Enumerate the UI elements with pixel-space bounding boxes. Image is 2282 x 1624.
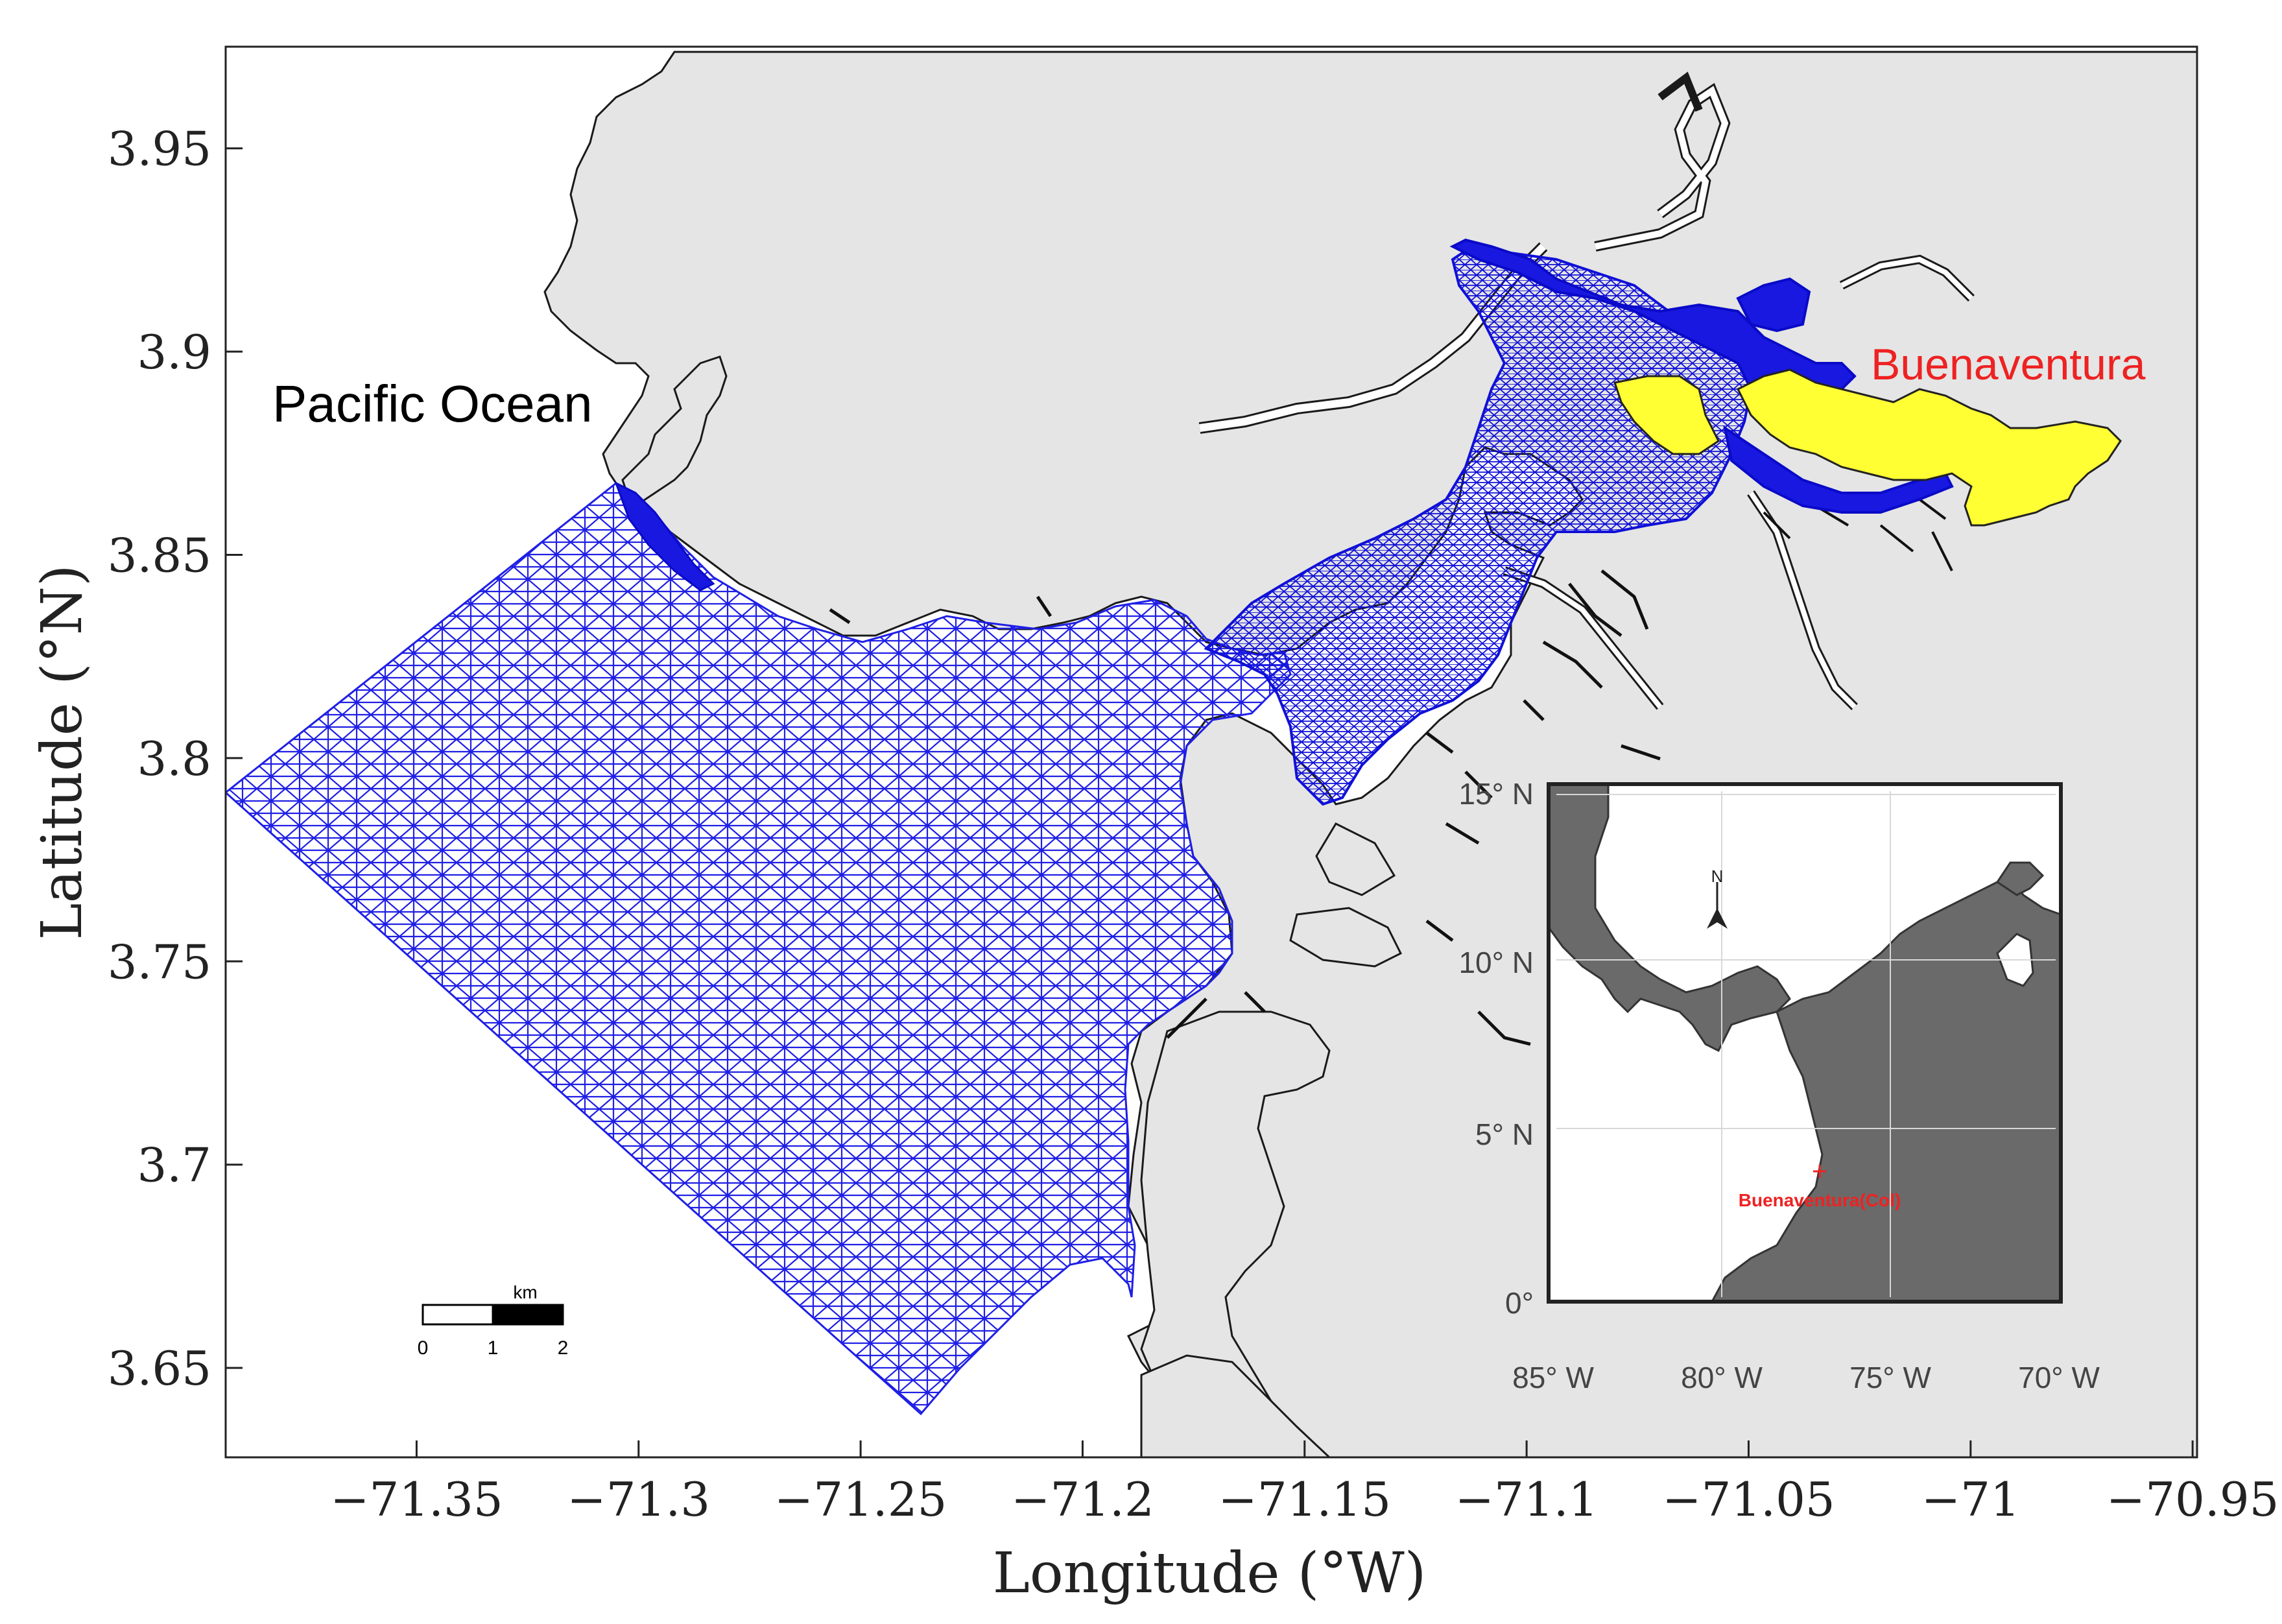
x-tick-label: −71.05 [1662,1472,1835,1527]
inset-grid [1556,791,2056,1297]
x-tick-label: −71 [1921,1472,2020,1527]
x-axis-ticks: −71.35 −71.3 −71.25 −71.2 −71.15 −71.1 −71.05 −… [330,1440,2279,1527]
inset-ticks: 85° W 80° W 75° W 70° W 15° N 10° N 5° N 0° [1458,777,2100,1394]
inset-y-tick-label: 5° N [1475,1117,1534,1151]
river-channel [1840,256,1973,300]
inset-land [1995,861,2045,896]
x-tick-label: −71.1 [1455,1472,1599,1527]
x-tick-label: −71.2 [1011,1472,1154,1527]
river-channel [1658,71,1703,112]
y-tick-label: 3.8 [137,732,211,786]
inset-land [1549,784,1791,1053]
mesh-inner-bay [1736,277,1811,333]
scale-bar-white-segment [422,1304,494,1326]
y-tick-label: 3.7 [137,1138,211,1193]
x-tick-label: −71.3 [567,1472,710,1527]
island [1315,822,1396,896]
y-tick-label: 3.95 [108,122,211,176]
mesh-inner-bay [1723,425,1954,514]
scale-bar: km 0 1 2 [418,1282,569,1359]
city-label: Buenaventura [1871,340,2146,389]
mangrove-lines [1763,498,1953,571]
scale-bar-tick-1: 1 [488,1337,499,1359]
inset-y-tick-label: 0° [1505,1286,1534,1320]
location-marker [1813,1165,1826,1178]
y-tick-label: 3.85 [108,529,211,583]
river-channel [1595,86,1729,250]
scale-bar-unit: km [513,1282,537,1302]
y-tick-label: 3.65 [108,1341,211,1396]
scale-bar-tick-2: 2 [558,1337,569,1359]
x-tick-label: −71.15 [1218,1472,1391,1527]
x-tick-label: −71.25 [774,1472,947,1527]
scale-bar-black-segment [492,1304,564,1326]
inset-x-tick-label: 85° W [1512,1361,1594,1394]
inset-x-tick-label: 70° W [2018,1361,2100,1394]
inset-x-tick-label: 80° W [1681,1361,1763,1394]
y-axis-ticks: 3.95 3.9 3.85 3.8 3.75 3.7 3.65 [108,122,243,1396]
city-area [1613,375,1720,455]
north-arrow-icon: N [1707,866,1728,929]
mesh-offshore [226,482,1292,1416]
inset-location-label: Buenaventura(Col) [1739,1190,1901,1210]
river-channel [1503,568,1663,709]
mesh-coastal-strip [614,481,715,591]
island [1289,907,1403,968]
x-tick-label: −71.35 [330,1472,503,1527]
inset-y-tick-label: 10° N [1458,946,1534,979]
plot-frame [224,45,2198,1459]
y-tick-label: 3.9 [137,325,211,379]
inset-x-tick-label: 75° W [1849,1361,1931,1394]
north-label: N [1711,866,1724,886]
city-area [1736,368,2122,527]
x-axis-label: Longitude (°W) [993,1541,1427,1606]
island [1140,1354,1331,1457]
inset-frame [1547,782,2063,1304]
land-south [1140,1010,1331,1457]
inset-y-tick-label: 15° N [1458,777,1534,811]
y-tick-label: 3.75 [108,935,211,989]
inset-map: N Buenaventura(Col) 85° W 80° W 75° W 70° W… [1458,777,2100,1394]
scale-bar-tick-0: 0 [418,1337,429,1359]
river-channel [1748,491,1857,709]
y-axis-label: Latitude (°N) [30,564,95,940]
x-tick-label: −70.95 [2106,1472,2279,1527]
mesh-inner-bay [1449,238,1857,398]
ocean-label: Pacific Ocean [272,375,593,433]
